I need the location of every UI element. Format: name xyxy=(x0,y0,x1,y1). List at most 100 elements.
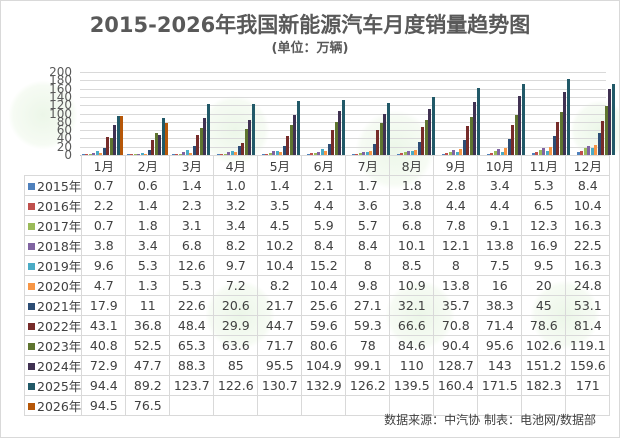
table-cell: 182.3 xyxy=(521,375,567,396)
month-header: 10月 xyxy=(477,155,523,176)
table-cell: 8 xyxy=(345,255,391,276)
table-cell: 16.3 xyxy=(565,255,611,276)
table-cell: 35.7 xyxy=(433,295,479,316)
table-row: 2016年 2.2 1.4 2.3 3.2 3.5 4.4 3.6 3.8 4.4 4.4 6.5 10… xyxy=(23,195,611,216)
bar xyxy=(601,121,605,155)
table-cell: 66.6 xyxy=(389,315,435,336)
table-cell: 48.4 xyxy=(169,315,215,336)
bar xyxy=(597,132,601,155)
bar xyxy=(234,152,238,155)
bar xyxy=(81,154,85,155)
table-row: 2023年 40.8 52.5 65.3 63.6 71.7 80.6 78 84.6 90.4 9… xyxy=(23,335,611,356)
bar xyxy=(376,130,380,155)
table-cell: 139.5 xyxy=(389,375,435,396)
table-cell: 8.5 xyxy=(389,255,435,276)
table-cell: 38.3 xyxy=(477,295,523,316)
bar xyxy=(493,151,497,155)
table-cell: 130.7 xyxy=(257,375,303,396)
bar xyxy=(521,83,525,155)
table-cell: 47.7 xyxy=(125,355,171,376)
series-name: 2018年 xyxy=(37,239,82,254)
table-cell: 102.6 xyxy=(521,335,567,356)
table-cell: 8.2 xyxy=(257,275,303,296)
table-cell: 53.1 xyxy=(565,295,611,316)
table-cell: 123.7 xyxy=(169,375,215,396)
bar xyxy=(486,153,490,155)
bar xyxy=(455,151,459,155)
legend-swatch-icon xyxy=(28,363,35,370)
bar xyxy=(590,148,594,155)
y-axis: 200 180 160 140 120 100 80 60 40 20 0 xyxy=(40,62,72,161)
bar xyxy=(113,124,117,155)
table-row: 2026年 94.5 76.5 xyxy=(23,395,611,416)
table-cell: 88.3 xyxy=(169,355,215,376)
bar xyxy=(216,154,220,155)
bar xyxy=(608,88,612,155)
table-cell: 6.8 xyxy=(169,235,215,256)
table-cell: 110 xyxy=(389,355,435,376)
y-tick-label: 120 xyxy=(49,98,72,113)
table-cell: 89.2 xyxy=(125,375,171,396)
table-row: 2017年 0.7 1.8 3.1 3.4 4.5 5.9 5.7 6.8 7.8 9.1 12.3 1… xyxy=(23,215,611,236)
bar xyxy=(178,153,182,155)
table-cell: 2.8 xyxy=(433,175,479,196)
table-cell: 94.4 xyxy=(81,375,127,396)
bar xyxy=(545,151,549,155)
bar xyxy=(196,134,200,155)
bar xyxy=(182,152,186,155)
table-cell: 84.6 xyxy=(389,335,435,356)
bar xyxy=(459,149,463,155)
bar xyxy=(396,154,400,155)
chart-subtitle: (单位：万辆) xyxy=(271,41,349,56)
series-label: 2023年 xyxy=(23,335,83,356)
bar xyxy=(466,125,470,155)
table-cell: 94.5 xyxy=(81,395,127,416)
series-name: 2016年 xyxy=(37,199,82,214)
series-name: 2017年 xyxy=(37,219,82,234)
source-note: 数据来源：中汽协 制表：电池网/数据部 xyxy=(384,413,596,427)
table-cell: 44.7 xyxy=(257,315,303,336)
bar xyxy=(549,146,553,155)
table-cell: 1.0 xyxy=(213,175,259,196)
legend-swatch-icon xyxy=(28,223,35,230)
bar xyxy=(462,140,466,155)
bar xyxy=(220,153,224,155)
table-cell: 9.5 xyxy=(521,255,567,276)
series-label: 2016年 xyxy=(23,195,83,216)
table-row: 2025年 94.4 89.2 123.7 122.6 130.7 132.9 126.2 13… xyxy=(23,375,611,396)
bar xyxy=(241,142,245,155)
table-cell: 20 xyxy=(521,275,567,296)
table-cell: 171 xyxy=(565,375,611,396)
table-row: 2019年 9.6 5.3 12.6 9.7 10.4 15.2 8 8.5 8 7.5 9.5 16.… xyxy=(23,255,611,276)
table-cell: 6.5 xyxy=(521,195,567,216)
table-cell: 143 xyxy=(477,355,523,376)
bar xyxy=(587,145,591,155)
table-cell: 1.8 xyxy=(389,175,435,196)
bar xyxy=(130,154,134,155)
bar xyxy=(383,113,387,155)
bar xyxy=(199,127,203,155)
table-cell: 52.5 xyxy=(125,335,171,356)
bar xyxy=(469,117,473,155)
bar xyxy=(286,136,290,155)
bar xyxy=(99,153,103,155)
table-cell: 1.4 xyxy=(169,175,215,196)
table-cell: 59.6 xyxy=(301,315,347,336)
table-cell: 65.3 xyxy=(169,335,215,356)
bar xyxy=(175,154,179,155)
gridline xyxy=(80,96,606,98)
table-cell xyxy=(565,395,611,416)
table-cell: 0.6 xyxy=(125,175,171,196)
y-tick-label: 140 xyxy=(49,89,72,104)
table-cell: 36.8 xyxy=(125,315,171,336)
bar xyxy=(293,115,297,155)
bar xyxy=(244,128,248,155)
table-cell: 9.6 xyxy=(81,255,127,276)
table-cell xyxy=(257,395,303,416)
y-tick-label: 160 xyxy=(49,81,72,96)
table-cell: 10.9 xyxy=(389,275,435,296)
bar xyxy=(473,101,477,155)
table-cell: 7.2 xyxy=(213,275,259,296)
table-cell: 119.1 xyxy=(565,335,611,356)
bar xyxy=(279,151,283,155)
